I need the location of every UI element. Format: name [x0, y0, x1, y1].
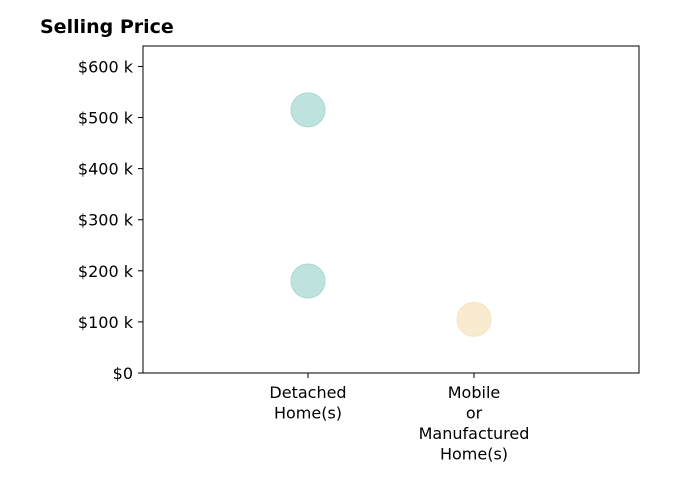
x-tick-label: Detached Home(s)	[269, 383, 346, 423]
data-points	[290, 92, 492, 337]
data-point	[290, 92, 326, 128]
chart-title: Selling Price	[40, 16, 174, 38]
y-tick-label: $600 k	[78, 57, 134, 76]
x-tick-label: Mobile or Manufactured Home(s)	[419, 383, 530, 464]
y-tick-label: $100 k	[78, 313, 134, 332]
y-tick-label: $300 k	[78, 211, 134, 230]
data-point	[290, 263, 326, 299]
y-axis: $0 $100 k $200 k $300 k $400 k $500 k $600 k	[78, 57, 143, 383]
x-axis: Detached Home(s) Mobile or Manufactured Home(…	[269, 373, 529, 464]
y-tick-label: $200 k	[78, 262, 134, 281]
y-tick-label: $400 k	[78, 160, 134, 179]
y-tick-label: $0	[113, 364, 133, 383]
data-point	[456, 301, 492, 337]
plot-area	[142, 45, 640, 374]
y-tick-label: $500 k	[78, 109, 134, 128]
